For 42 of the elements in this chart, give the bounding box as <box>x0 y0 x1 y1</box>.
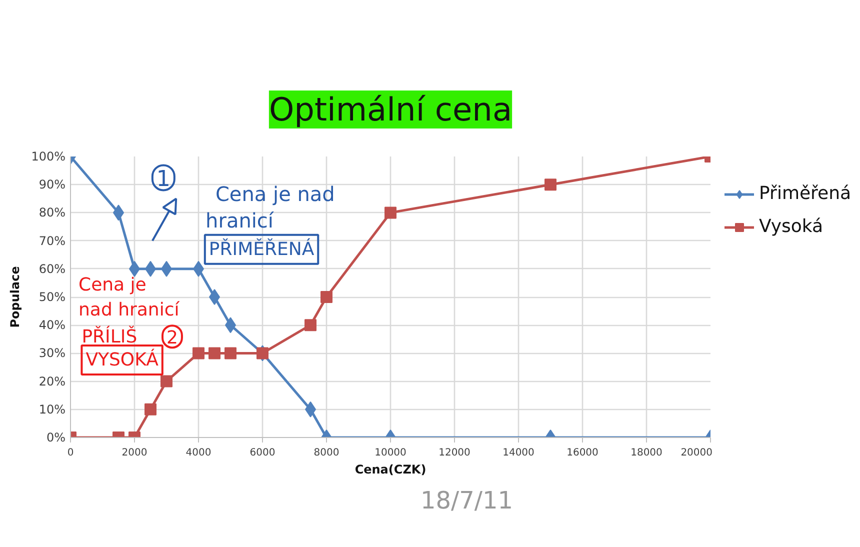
y-axis-title: Populace <box>8 266 22 328</box>
x-tick-label: 6000 <box>250 448 276 458</box>
annotation: nad hranicí <box>78 300 180 321</box>
annotation: hranicí <box>206 208 275 232</box>
y-tick-label: 100% <box>31 150 66 164</box>
x-tick-label: 20000 <box>680 448 712 458</box>
y-tick-label: 0% <box>46 430 66 444</box>
point <box>304 319 316 332</box>
text: 18/7/11 <box>420 486 514 514</box>
x-tick-label: 16000 <box>566 448 598 458</box>
x-tick-label: 8000 <box>314 448 340 458</box>
annotation: 2 <box>166 328 178 349</box>
y-tick-label: 40% <box>38 318 66 332</box>
chart-title: Optimální cena <box>268 90 512 128</box>
point <box>320 291 332 303</box>
annotation: PŘIMĚŘENÁ <box>208 238 315 260</box>
annotation: 1 <box>156 167 170 192</box>
x-tick-label: 14000 <box>502 448 534 458</box>
x-tick-label: 0 <box>67 448 74 458</box>
x-tick-label: 4000 <box>186 448 212 458</box>
x-tick-label: 2000 <box>122 448 148 458</box>
annotation: VYSOKÁ <box>86 348 160 371</box>
y-tick-label: 10% <box>38 402 66 416</box>
x-tick-label: 18000 <box>630 448 662 458</box>
point <box>224 347 236 360</box>
annotation: Cena je nad <box>215 182 335 206</box>
legend-label: Vysoká <box>759 216 824 237</box>
y-tick-label: 90% <box>38 178 66 192</box>
x-axis-title: Cena(CZK) <box>354 462 426 476</box>
point <box>208 347 220 360</box>
y-tick-label: 20% <box>38 374 66 388</box>
point <box>192 347 204 360</box>
annotation: PŘÍLIŠ <box>82 326 138 348</box>
y-tick-label: 80% <box>38 206 66 220</box>
y-tick-label: 70% <box>38 234 66 248</box>
y-tick-label: 30% <box>38 346 66 360</box>
y-tick-label: 50% <box>38 290 66 304</box>
legend-label: Přiměřená <box>759 183 852 204</box>
x-tick-label: 12000 <box>438 448 470 458</box>
annotation: Cena je <box>78 274 146 296</box>
x-tick-label: 10000 <box>374 448 406 458</box>
y-tick-label: 60% <box>38 262 66 276</box>
